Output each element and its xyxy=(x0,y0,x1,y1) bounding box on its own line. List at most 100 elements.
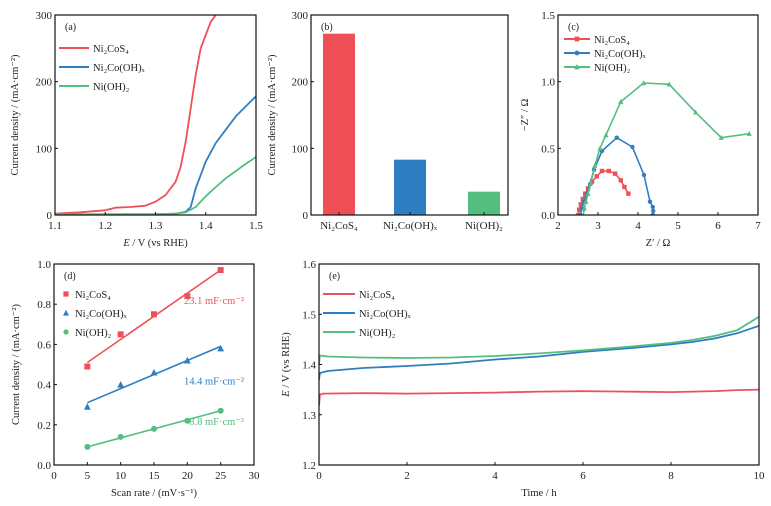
y-tick-label: 200 xyxy=(292,77,309,89)
legend-label: Ni₂CoS₄ xyxy=(75,290,111,301)
x-tick-label: Ni₂Co(OH)ₓ xyxy=(383,220,438,232)
marker-square xyxy=(599,168,605,174)
marker-circle xyxy=(63,329,69,335)
marker-triangle xyxy=(618,98,624,104)
x-axis-label-rest: / V (vs RHE) xyxy=(130,238,188,249)
y-tick-label: 100 xyxy=(36,143,53,155)
series-green xyxy=(84,407,224,450)
x-tick-label: 15 xyxy=(149,470,161,482)
marker-circle xyxy=(641,172,647,178)
slope-annotation: 8.8 mF·cm⁻² xyxy=(189,417,244,428)
panel-label: (d) xyxy=(64,271,76,282)
marker-square xyxy=(151,311,157,318)
marker-triangle xyxy=(597,145,603,151)
legend-entry: Ni(OH)₂ xyxy=(564,63,631,74)
x-tick-label: 0 xyxy=(51,470,57,482)
x-tick-label: 0 xyxy=(316,470,322,482)
x-tick-label: 10 xyxy=(754,470,766,482)
x-tick-label: 1.1 xyxy=(48,220,62,232)
x-tick-label: 5 xyxy=(85,470,91,482)
marker-triangle xyxy=(592,162,598,168)
marker-square xyxy=(613,171,618,176)
marker-square xyxy=(578,202,583,207)
marker-triangle xyxy=(63,309,69,316)
y-tick-label: 100 xyxy=(292,143,309,155)
y-tick-label: 0 xyxy=(47,210,53,222)
legend-label: Ni₂Co(OH)ₓ xyxy=(594,49,647,60)
x-tick-label: 1.5 xyxy=(249,220,263,232)
series-blue xyxy=(55,95,256,215)
x-tick-label: 4 xyxy=(492,470,498,482)
series-line xyxy=(319,316,759,365)
bar xyxy=(468,191,500,215)
x-tick-label: 4 xyxy=(635,220,641,232)
legend-entry: Ni₂Co(OH)ₓ xyxy=(63,309,128,320)
x-tick-label: Ni(OH)₂ xyxy=(465,220,503,232)
y-tick-label: 0.8 xyxy=(37,299,51,311)
y-tick-label: 0.2 xyxy=(37,420,51,432)
marker-circle xyxy=(650,204,655,210)
y-axis-label-italic: E xyxy=(281,390,292,398)
slope-annotation: 23.1 mF·cm⁻² xyxy=(184,296,244,307)
marker-triangle xyxy=(718,134,724,140)
y-tick-label: 0 xyxy=(303,210,309,222)
marker-circle xyxy=(647,199,653,204)
marker-triangle xyxy=(588,180,594,186)
plot-frame xyxy=(54,14,257,216)
series-green xyxy=(319,316,759,365)
series-line xyxy=(582,82,750,215)
y-tick-label: 300 xyxy=(292,10,309,22)
y-axis-label: E / V (vs RHE) xyxy=(281,332,292,398)
legend-label: Ni₂Co(OH)ₓ xyxy=(359,309,412,320)
marker-square xyxy=(217,267,224,274)
panel-label: (b) xyxy=(321,22,333,33)
marker-square xyxy=(84,363,91,370)
y-tick-label: 1.0 xyxy=(541,77,555,89)
chart-panel-d: 0 5 10 15 20 25 30 0.0 0.2 0.4 0.6 0.8 1.0 (d) Ni₂CoS₄… xyxy=(11,259,260,499)
marker-triangle xyxy=(217,344,225,352)
marker-square xyxy=(618,178,623,183)
marker-square xyxy=(117,331,124,338)
series-line xyxy=(55,95,256,215)
y-tick-label: 1.3 xyxy=(302,410,316,422)
x-axis-label: E / V (vs RHE) xyxy=(122,238,188,249)
series-line xyxy=(319,388,759,406)
y-tick-label: 1.4 xyxy=(302,360,316,372)
legend-entry: Ni₂Co(OH)ₓ xyxy=(564,49,647,60)
x-tick-label: 10 xyxy=(115,470,127,482)
plot-frame xyxy=(310,14,509,216)
x-tick-label: 2 xyxy=(555,220,561,232)
marker-circle xyxy=(651,208,656,214)
legend-label: Ni(OH)₂ xyxy=(75,328,112,339)
y-tick-label: 1.6 xyxy=(302,259,316,271)
marker-triangle xyxy=(641,80,647,86)
marker-triangle xyxy=(583,198,589,204)
marker-square xyxy=(577,207,582,212)
marker-triangle xyxy=(150,368,158,376)
y-tick-label: 1.5 xyxy=(541,10,555,22)
data-layer xyxy=(319,316,759,406)
series-line xyxy=(55,156,256,215)
y-tick-label: 0.5 xyxy=(541,143,555,155)
marker-circle xyxy=(117,433,124,440)
marker-square xyxy=(574,36,580,42)
legend-entry: Ni(OH)₂ xyxy=(59,82,130,93)
marker-triangle xyxy=(117,381,125,388)
x-axis-label: Z′ / Ω xyxy=(646,238,671,249)
y-tick-label: 300 xyxy=(36,10,53,22)
chart-panel-a: 1.1 1.2 1.3 1.4 1.5 0 100 200 300 (a) Ni₂CoS₄ Ni₂Co… xyxy=(10,10,263,249)
marker-circle xyxy=(151,425,157,432)
series-blue xyxy=(83,344,225,410)
marker-square xyxy=(622,184,627,190)
legend-label: Ni₂CoS₄ xyxy=(93,44,129,55)
marker-circle xyxy=(84,443,91,450)
series-red xyxy=(55,15,217,215)
legend-entry: Ni₂Co(OH)ₓ xyxy=(59,63,146,74)
marker-triangle xyxy=(693,109,699,115)
marker-circle xyxy=(614,135,619,140)
marker-circle xyxy=(184,417,191,424)
x-tick-label: 1.4 xyxy=(199,220,213,232)
series-red xyxy=(84,267,224,370)
x-tick-label: 2 xyxy=(404,470,410,482)
